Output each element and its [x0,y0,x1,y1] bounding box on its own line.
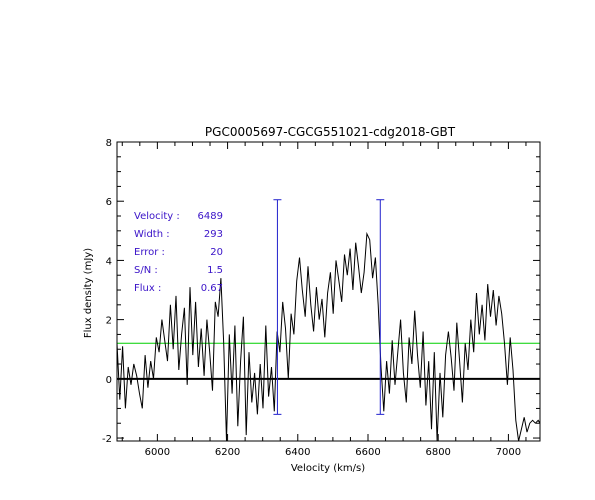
x-tick-label: 6200 [215,447,240,458]
axes: 6000 6200 6400 6600 6800 7000 -2 0 2 4 6 8 [102,138,541,458]
y-tick-label: -2 [102,434,112,445]
x-tick-label: 6400 [285,447,310,458]
x-axis-label: Velocity (km/s) [291,463,365,474]
x-tick-label: 6800 [425,447,450,458]
y-tick-label: 8 [106,138,112,149]
plot-frame [116,141,541,442]
annotation-value: 6489 [198,211,223,222]
y-tick-label: 6 [106,197,112,208]
annotation-value: 1.5 [207,265,223,276]
annotation-value: 293 [204,229,223,240]
x-tick-label: 6000 [145,447,170,458]
annotation-label: Flux : [134,283,161,294]
y-tick-label: 0 [106,375,112,386]
stats-annotations: Velocity : 6489 Width : 293 Error : 20 S/N : 1.… [134,211,223,294]
annotation-label: Width : [134,229,170,240]
x-tick-label: 6600 [355,447,380,458]
y-tick-label: 4 [106,256,112,267]
annotation-label: Velocity : [134,211,180,222]
annotation-label: Error : [134,247,165,258]
spectrum-line [116,231,541,442]
annotation-value: 0.67 [201,283,223,294]
annotation-label: S/N : [134,265,158,276]
x-tick-label: 7000 [496,447,521,458]
chart-title: PGC0005697-CGCG551021-cdg2018-GBT [205,125,456,139]
y-axis-label: Flux density (mJy) [83,248,94,338]
plot-area [116,199,541,442]
y-tick-label: 2 [106,316,112,327]
annotation-value: 20 [210,247,223,258]
